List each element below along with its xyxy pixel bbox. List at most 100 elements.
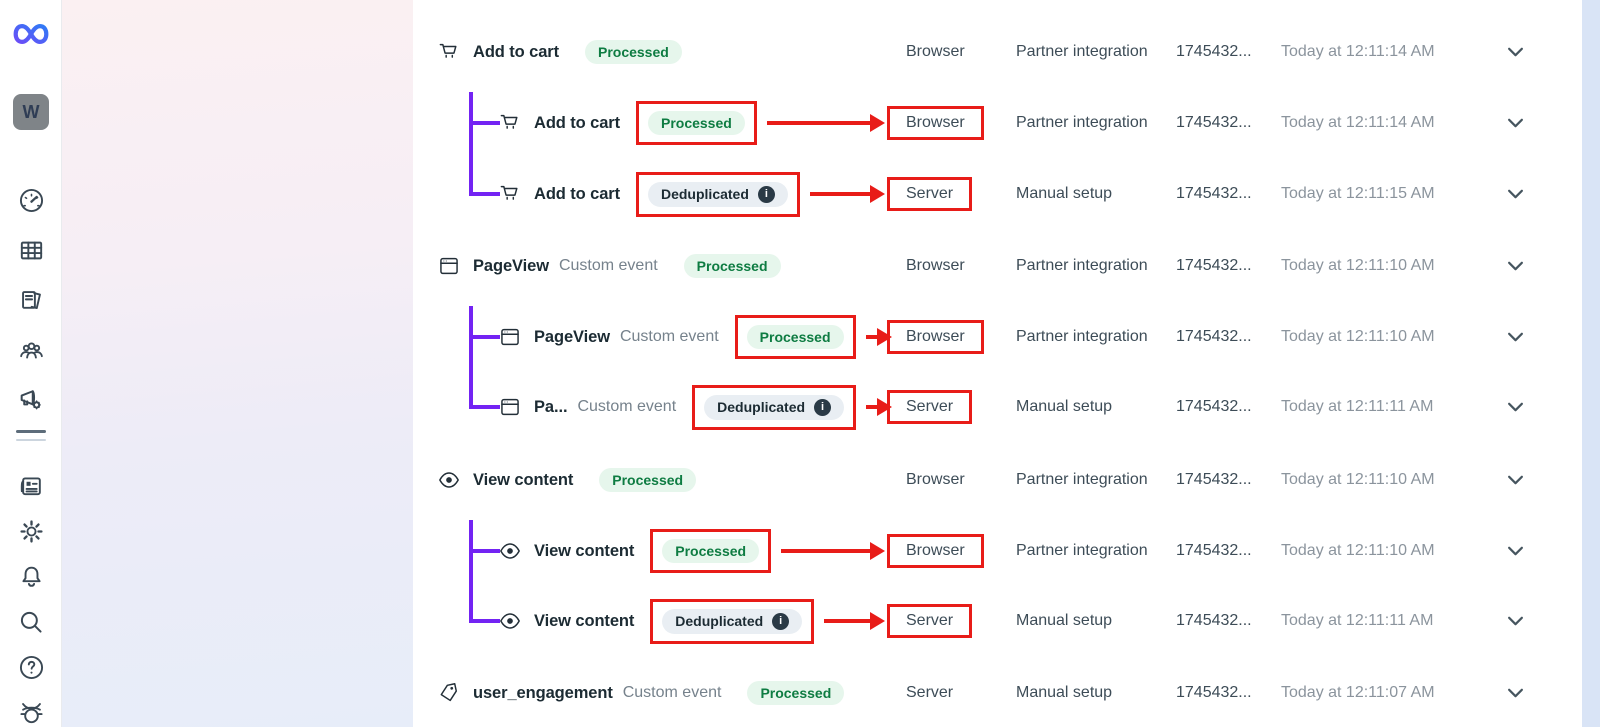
info-icon[interactable]: i bbox=[814, 398, 832, 416]
eye-icon bbox=[499, 540, 521, 562]
event-id-cell: 1745432... bbox=[1176, 398, 1252, 415]
setup-cell: Partner integration bbox=[1016, 43, 1148, 60]
event-name: Add to cart bbox=[534, 113, 620, 132]
gradient-preview-panel bbox=[62, 0, 413, 727]
eye-icon bbox=[499, 610, 521, 632]
tree-connector-elbow bbox=[469, 192, 500, 196]
tree-connector bbox=[469, 520, 473, 587]
expand-chevron-icon[interactable] bbox=[1503, 398, 1528, 416]
connection-cell: Browser bbox=[906, 471, 965, 488]
status-badge: Processed bbox=[747, 681, 845, 705]
status-badge: Deduplicated i bbox=[662, 608, 803, 634]
ads-megaphone-icon[interactable] bbox=[0, 386, 62, 414]
annotation-arrow bbox=[809, 185, 886, 203]
search-icon[interactable] bbox=[0, 608, 62, 636]
notifications-bell-icon[interactable] bbox=[0, 563, 62, 590]
table-row[interactable]: View content Processed Browser Partner i… bbox=[413, 445, 1582, 515]
status-badge: Processed bbox=[647, 111, 745, 135]
status-badge: Processed bbox=[746, 325, 844, 349]
event-name: Add to cart bbox=[473, 42, 559, 61]
event-id-cell: 1745432... bbox=[1176, 257, 1252, 274]
tree-connector bbox=[469, 585, 473, 622]
table-row[interactable]: View content Deduplicated i Server Manua… bbox=[413, 585, 1582, 656]
window-icon bbox=[499, 326, 521, 348]
annotation-box: Deduplicated i bbox=[692, 384, 857, 430]
pages-icon[interactable] bbox=[0, 287, 62, 314]
annotation-box: Processed bbox=[635, 101, 757, 145]
status-badge: Processed bbox=[683, 254, 781, 278]
event-type-label: Custom event bbox=[558, 257, 658, 274]
nav-divider bbox=[0, 430, 62, 441]
connection-cell-annotated: Browser bbox=[887, 534, 984, 568]
event-id-cell: 1745432... bbox=[1176, 328, 1252, 345]
annotation-arrow bbox=[766, 114, 886, 132]
expand-chevron-icon[interactable] bbox=[1503, 257, 1528, 275]
meta-logo[interactable] bbox=[0, 22, 62, 46]
expand-chevron-icon[interactable] bbox=[1503, 612, 1528, 630]
time-cell: Today at 12:11:14 AM bbox=[1281, 114, 1435, 131]
event-id-cell: 1745432... bbox=[1176, 612, 1252, 629]
setup-cell: Partner integration bbox=[1016, 257, 1148, 274]
table-row[interactable]: View content Processed Browser Partner i… bbox=[413, 516, 1582, 587]
gauge-icon[interactable] bbox=[0, 187, 62, 214]
settings-gear-icon[interactable] bbox=[0, 518, 62, 545]
setup-cell: Manual setup bbox=[1016, 398, 1113, 415]
event-id-cell: 1745432... bbox=[1176, 43, 1252, 60]
help-icon[interactable] bbox=[0, 654, 62, 681]
annotation-arrow bbox=[781, 542, 885, 560]
newsfeed-icon[interactable] bbox=[0, 473, 62, 500]
eye-icon bbox=[438, 469, 460, 491]
event-type-label: Custom event bbox=[622, 684, 722, 701]
connection-cell-annotated: Browser bbox=[887, 106, 984, 140]
setup-cell: Partner integration bbox=[1016, 471, 1148, 488]
expand-chevron-icon[interactable] bbox=[1503, 471, 1528, 489]
connection-cell-annotated: Browser bbox=[887, 320, 984, 354]
connection-cell-annotated: Server bbox=[887, 604, 973, 638]
info-icon[interactable]: i bbox=[772, 612, 790, 630]
table-row[interactable]: user_engagement Custom event Processed S… bbox=[413, 658, 1582, 728]
expand-chevron-icon[interactable] bbox=[1503, 542, 1528, 560]
connection-cell: Browser bbox=[906, 257, 965, 274]
event-name: View content bbox=[473, 470, 574, 489]
table-row[interactable]: Add to cart Deduplicated i Server Manual… bbox=[413, 158, 1582, 229]
tree-connector bbox=[469, 92, 473, 159]
expand-chevron-icon[interactable] bbox=[1503, 185, 1528, 203]
table-row[interactable]: PageView Custom event Processed Browser … bbox=[413, 302, 1582, 373]
connection-cell-annotated: Server bbox=[887, 177, 973, 211]
tree-connector bbox=[469, 306, 473, 373]
event-name: Pa... bbox=[534, 397, 568, 416]
event-id-cell: 1745432... bbox=[1176, 114, 1252, 131]
event-name: Add to cart bbox=[534, 184, 620, 203]
expand-chevron-icon[interactable] bbox=[1503, 114, 1528, 132]
connection-cell: Server bbox=[906, 684, 954, 701]
table-row[interactable]: Pa... Custom event Deduplicated i Server… bbox=[413, 371, 1582, 442]
setup-cell: Manual setup bbox=[1016, 684, 1113, 701]
setup-cell: Manual setup bbox=[1016, 612, 1113, 629]
window-icon bbox=[499, 396, 521, 418]
cart-icon bbox=[438, 41, 460, 63]
vertical-scrollbar[interactable] bbox=[1582, 0, 1600, 727]
expand-chevron-icon[interactable] bbox=[1503, 328, 1528, 346]
data-table-icon[interactable] bbox=[0, 237, 62, 264]
bug-report-icon[interactable] bbox=[0, 699, 62, 726]
expand-chevron-icon[interactable] bbox=[1503, 684, 1528, 702]
setup-cell: Partner integration bbox=[1016, 542, 1148, 559]
audiences-icon[interactable] bbox=[0, 337, 62, 364]
annotation-arrow bbox=[824, 612, 885, 630]
table-row[interactable]: PageView Custom event Processed Browser … bbox=[413, 231, 1582, 301]
cart-icon bbox=[499, 112, 521, 134]
connection-cell: Browser bbox=[906, 43, 965, 60]
table-row[interactable]: Add to cart Processed Browser Partner in… bbox=[413, 17, 1582, 87]
annotation-box: Deduplicated i bbox=[650, 598, 815, 644]
info-icon[interactable]: i bbox=[757, 185, 775, 203]
time-cell: Today at 12:11:11 AM bbox=[1281, 612, 1434, 629]
window-icon bbox=[438, 255, 460, 277]
tree-connector-branch bbox=[469, 121, 500, 125]
table-row[interactable]: Add to cart Processed Browser Partner in… bbox=[413, 88, 1582, 159]
expand-chevron-icon[interactable] bbox=[1503, 43, 1528, 61]
tree-connector-elbow bbox=[469, 405, 500, 409]
time-cell: Today at 12:11:07 AM bbox=[1281, 684, 1435, 701]
time-cell: Today at 12:11:10 AM bbox=[1281, 542, 1435, 559]
workspace-avatar[interactable]: W bbox=[13, 94, 49, 130]
event-id-cell: 1745432... bbox=[1176, 542, 1252, 559]
